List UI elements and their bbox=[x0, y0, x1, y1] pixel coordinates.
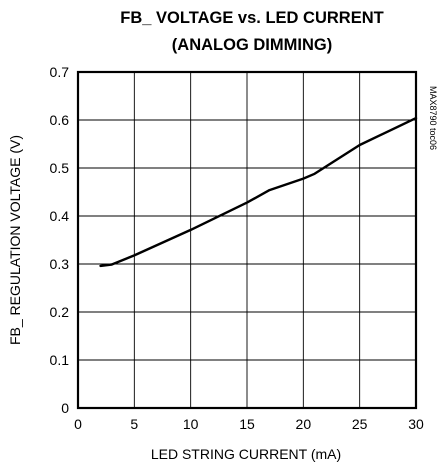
y-tick-label: 0.2 bbox=[50, 304, 70, 320]
y-tick-label: 0.5 bbox=[50, 160, 70, 176]
x-axis-label: LED STRING CURRENT (mA) bbox=[151, 446, 341, 462]
x-gridlines bbox=[77, 72, 417, 408]
series-line bbox=[99, 116, 418, 268]
x-tick-label: 0 bbox=[74, 416, 82, 432]
y-tick-label: 0 bbox=[61, 400, 69, 416]
y-tick-labels: 0 0.1 0.2 0.3 0.4 0.5 0.6 0.7 bbox=[50, 64, 70, 416]
x-tick-label: 30 bbox=[408, 416, 424, 432]
x-tick-labels: 0 5 10 15 20 25 30 bbox=[74, 416, 424, 432]
chart-subtitle: (ANALOG DIMMING) bbox=[172, 36, 332, 54]
chart-title: FB_ VOLTAGE vs. LED CURRENT bbox=[120, 9, 383, 27]
figure-id-note: MAX8790 toc06 bbox=[428, 86, 438, 150]
y-axis-label: FB_ REGULATION VOLTAGE (V) bbox=[7, 135, 23, 345]
x-tick-label: 5 bbox=[130, 416, 138, 432]
plot-frame bbox=[76, 70, 418, 410]
y-tick-label: 0.6 bbox=[50, 112, 70, 128]
y-tick-label: 0.7 bbox=[50, 64, 70, 80]
x-tick-label: 10 bbox=[183, 416, 199, 432]
x-tick-label: 25 bbox=[352, 416, 368, 432]
y-tick-label: 0.1 bbox=[50, 352, 70, 368]
series-group bbox=[99, 116, 418, 268]
x-tick-label: 15 bbox=[239, 416, 255, 432]
x-tick-label: 20 bbox=[296, 416, 312, 432]
y-gridlines bbox=[78, 71, 416, 409]
y-tick-label: 0.4 bbox=[50, 208, 70, 224]
y-tick-label: 0.3 bbox=[50, 256, 70, 272]
